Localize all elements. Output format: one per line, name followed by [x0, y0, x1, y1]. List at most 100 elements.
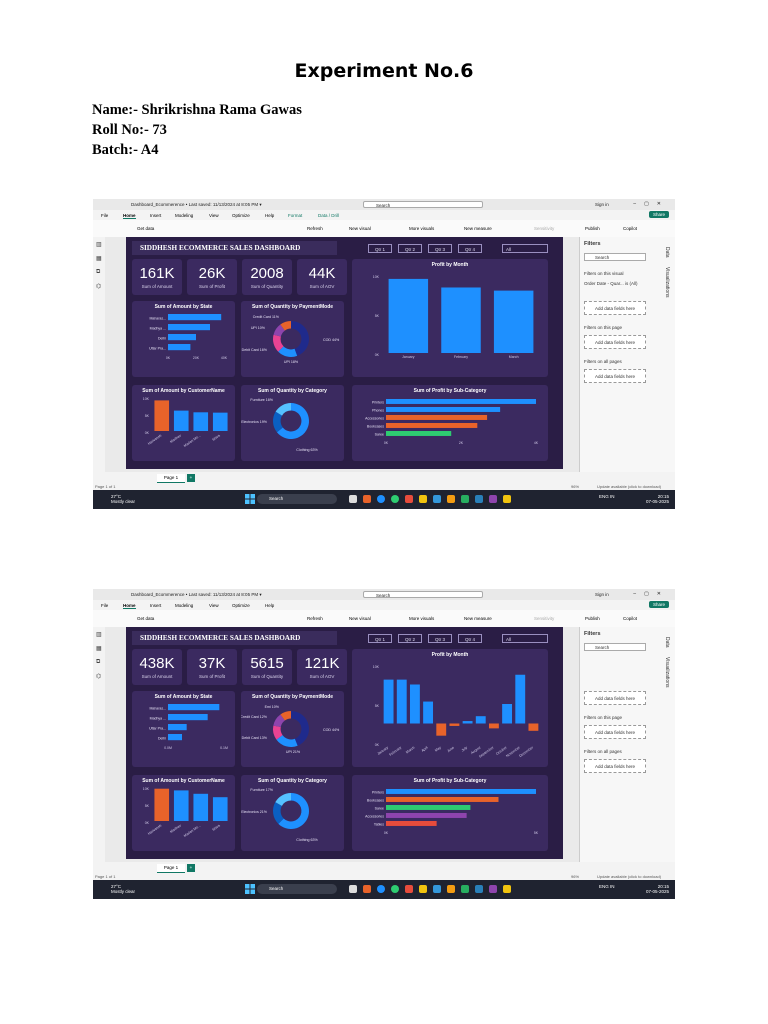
menu-view[interactable]: View [209, 213, 219, 218]
data-tab[interactable]: Data [664, 637, 670, 648]
app-icon[interactable] [363, 885, 371, 893]
zoom-level[interactable]: 96% [571, 874, 580, 879]
add-fields-drop-2[interactable]: Add data fields here [584, 725, 646, 739]
publish-button[interactable]: Publish [585, 616, 600, 621]
menu-insert[interactable]: Insert [150, 213, 162, 218]
folder-icon[interactable] [419, 495, 427, 503]
more-visuals-button[interactable]: More visuals [409, 226, 435, 231]
menu-modeling[interactable]: Modeling [175, 603, 194, 608]
slicer-qtr3[interactable]: Qtr 3 [428, 244, 452, 253]
get-data-button[interactable]: Get data [137, 616, 155, 621]
title-search-box[interactable]: Search [363, 591, 483, 598]
page-tab[interactable]: Page 1 [157, 474, 185, 483]
windows-start-icon[interactable] [245, 494, 255, 504]
menu-view[interactable]: View [209, 603, 219, 608]
filters-search[interactable]: Search [584, 643, 646, 651]
chrome-icon[interactable] [391, 495, 399, 503]
slicer-qtr3[interactable]: Qtr 3 [428, 634, 452, 643]
add-fields-drop-3[interactable]: Add data fields here [584, 369, 646, 383]
menu-file[interactable]: File [101, 213, 109, 218]
month-filter-dropdown[interactable]: All [502, 244, 548, 253]
menu-file[interactable]: File [101, 603, 109, 608]
update-notice[interactable]: Update available (click to download) [597, 484, 662, 489]
filters-search[interactable]: Search [584, 253, 646, 261]
copilot-button[interactable]: Copilot [623, 226, 638, 231]
menu-home[interactable]: Home [123, 213, 136, 219]
dax-view-icon[interactable]: ⌬ [96, 284, 102, 290]
sensitivity-button[interactable]: Sensitivity [534, 226, 555, 231]
app-icon[interactable] [475, 885, 483, 893]
data-tab[interactable]: Data [664, 247, 670, 258]
add-fields-drop-1[interactable]: Add data fields here [584, 301, 646, 315]
task-view-icon[interactable] [349, 885, 357, 893]
app-icon[interactable] [503, 885, 511, 893]
sign-in-link[interactable]: Sign in [595, 592, 609, 597]
menu-help[interactable]: Help [265, 213, 275, 218]
windows-start-icon[interactable] [245, 884, 255, 894]
edge-icon[interactable] [377, 495, 385, 503]
app-icon[interactable] [503, 495, 511, 503]
new-visual-button[interactable]: New visual [349, 226, 371, 231]
report-view-icon[interactable]: ▥ [96, 632, 102, 638]
get-data-button[interactable]: Get data [137, 226, 155, 231]
visualizations-tab[interactable]: Visualizations [664, 656, 670, 688]
window-controls[interactable]: –▢✕ [633, 201, 669, 207]
share-button[interactable]: Share [648, 601, 669, 608]
language-indicator[interactable]: ENG IN [599, 494, 615, 499]
menu-optimize[interactable]: Optimize [232, 213, 250, 218]
app-icon[interactable] [475, 495, 483, 503]
slicer-qtr2[interactable]: Qtr 2 [398, 634, 422, 643]
menu-format[interactable]: Format [288, 213, 303, 218]
visualizations-tab[interactable]: Visualizations [664, 266, 670, 298]
taskbar-search[interactable]: Search [257, 494, 337, 504]
taskbar-search[interactable]: Search [257, 884, 337, 894]
page-tab[interactable]: Page 1 [157, 864, 185, 873]
powerbi-icon[interactable] [447, 495, 455, 503]
visual-filter-field[interactable]: Order Date - Quar... is (All) [584, 281, 638, 286]
weather-widget[interactable]: 27°C Mostly clear [111, 494, 135, 504]
menu-data-drill[interactable]: Data / Drill [318, 213, 340, 218]
new-visual-button[interactable]: New visual [349, 616, 371, 621]
refresh-button[interactable]: Refresh [307, 226, 323, 231]
app-icon[interactable] [461, 885, 469, 893]
chrome-icon[interactable] [391, 885, 399, 893]
menu-modeling[interactable]: Modeling [175, 213, 194, 218]
copilot-button[interactable]: Copilot [623, 616, 638, 621]
menu-help[interactable]: Help [265, 603, 275, 608]
menu-insert[interactable]: Insert [150, 603, 162, 608]
clock[interactable]: 20:15 07-05-2025 [646, 494, 669, 504]
add-page-button[interactable]: + [187, 864, 195, 872]
share-button[interactable]: Share [648, 211, 669, 218]
slicer-qtr1[interactable]: Qtr 1 [368, 634, 392, 643]
store-icon[interactable] [433, 495, 441, 503]
menu-home[interactable]: Home [123, 603, 136, 609]
refresh-button[interactable]: Refresh [307, 616, 323, 621]
task-view-icon[interactable] [349, 495, 357, 503]
weather-widget[interactable]: 27°C Mostly clear [111, 884, 135, 894]
app-icon[interactable] [461, 495, 469, 503]
more-visuals-button[interactable]: More visuals [409, 616, 435, 621]
table-view-icon[interactable]: ▦ [96, 256, 102, 262]
clock[interactable]: 20:15 07-05-2025 [646, 884, 669, 894]
folder-icon[interactable] [419, 885, 427, 893]
add-fields-drop-1[interactable]: Add data fields here [584, 691, 646, 705]
zoom-level[interactable]: 96% [571, 484, 580, 489]
slicer-qtr1[interactable]: Qtr 1 [368, 244, 392, 253]
app-icon[interactable] [363, 495, 371, 503]
app-icon[interactable] [405, 495, 413, 503]
dax-view-icon[interactable]: ⌬ [96, 674, 102, 680]
language-indicator[interactable]: ENG IN [599, 884, 615, 889]
sign-in-link[interactable]: Sign in [595, 202, 609, 207]
report-view-icon[interactable]: ▥ [96, 242, 102, 248]
slicer-qtr2[interactable]: Qtr 2 [398, 244, 422, 253]
new-measure-button[interactable]: New measure [464, 616, 492, 621]
slicer-qtr4[interactable]: Qtr 4 [458, 634, 482, 643]
app-icon[interactable] [489, 885, 497, 893]
window-controls[interactable]: –▢✕ [633, 591, 669, 597]
month-filter-dropdown[interactable]: All [502, 634, 548, 643]
sensitivity-button[interactable]: Sensitivity [534, 616, 555, 621]
app-icon[interactable] [405, 885, 413, 893]
store-icon[interactable] [433, 885, 441, 893]
new-measure-button[interactable]: New measure [464, 226, 492, 231]
slicer-qtr4[interactable]: Qtr 4 [458, 244, 482, 253]
